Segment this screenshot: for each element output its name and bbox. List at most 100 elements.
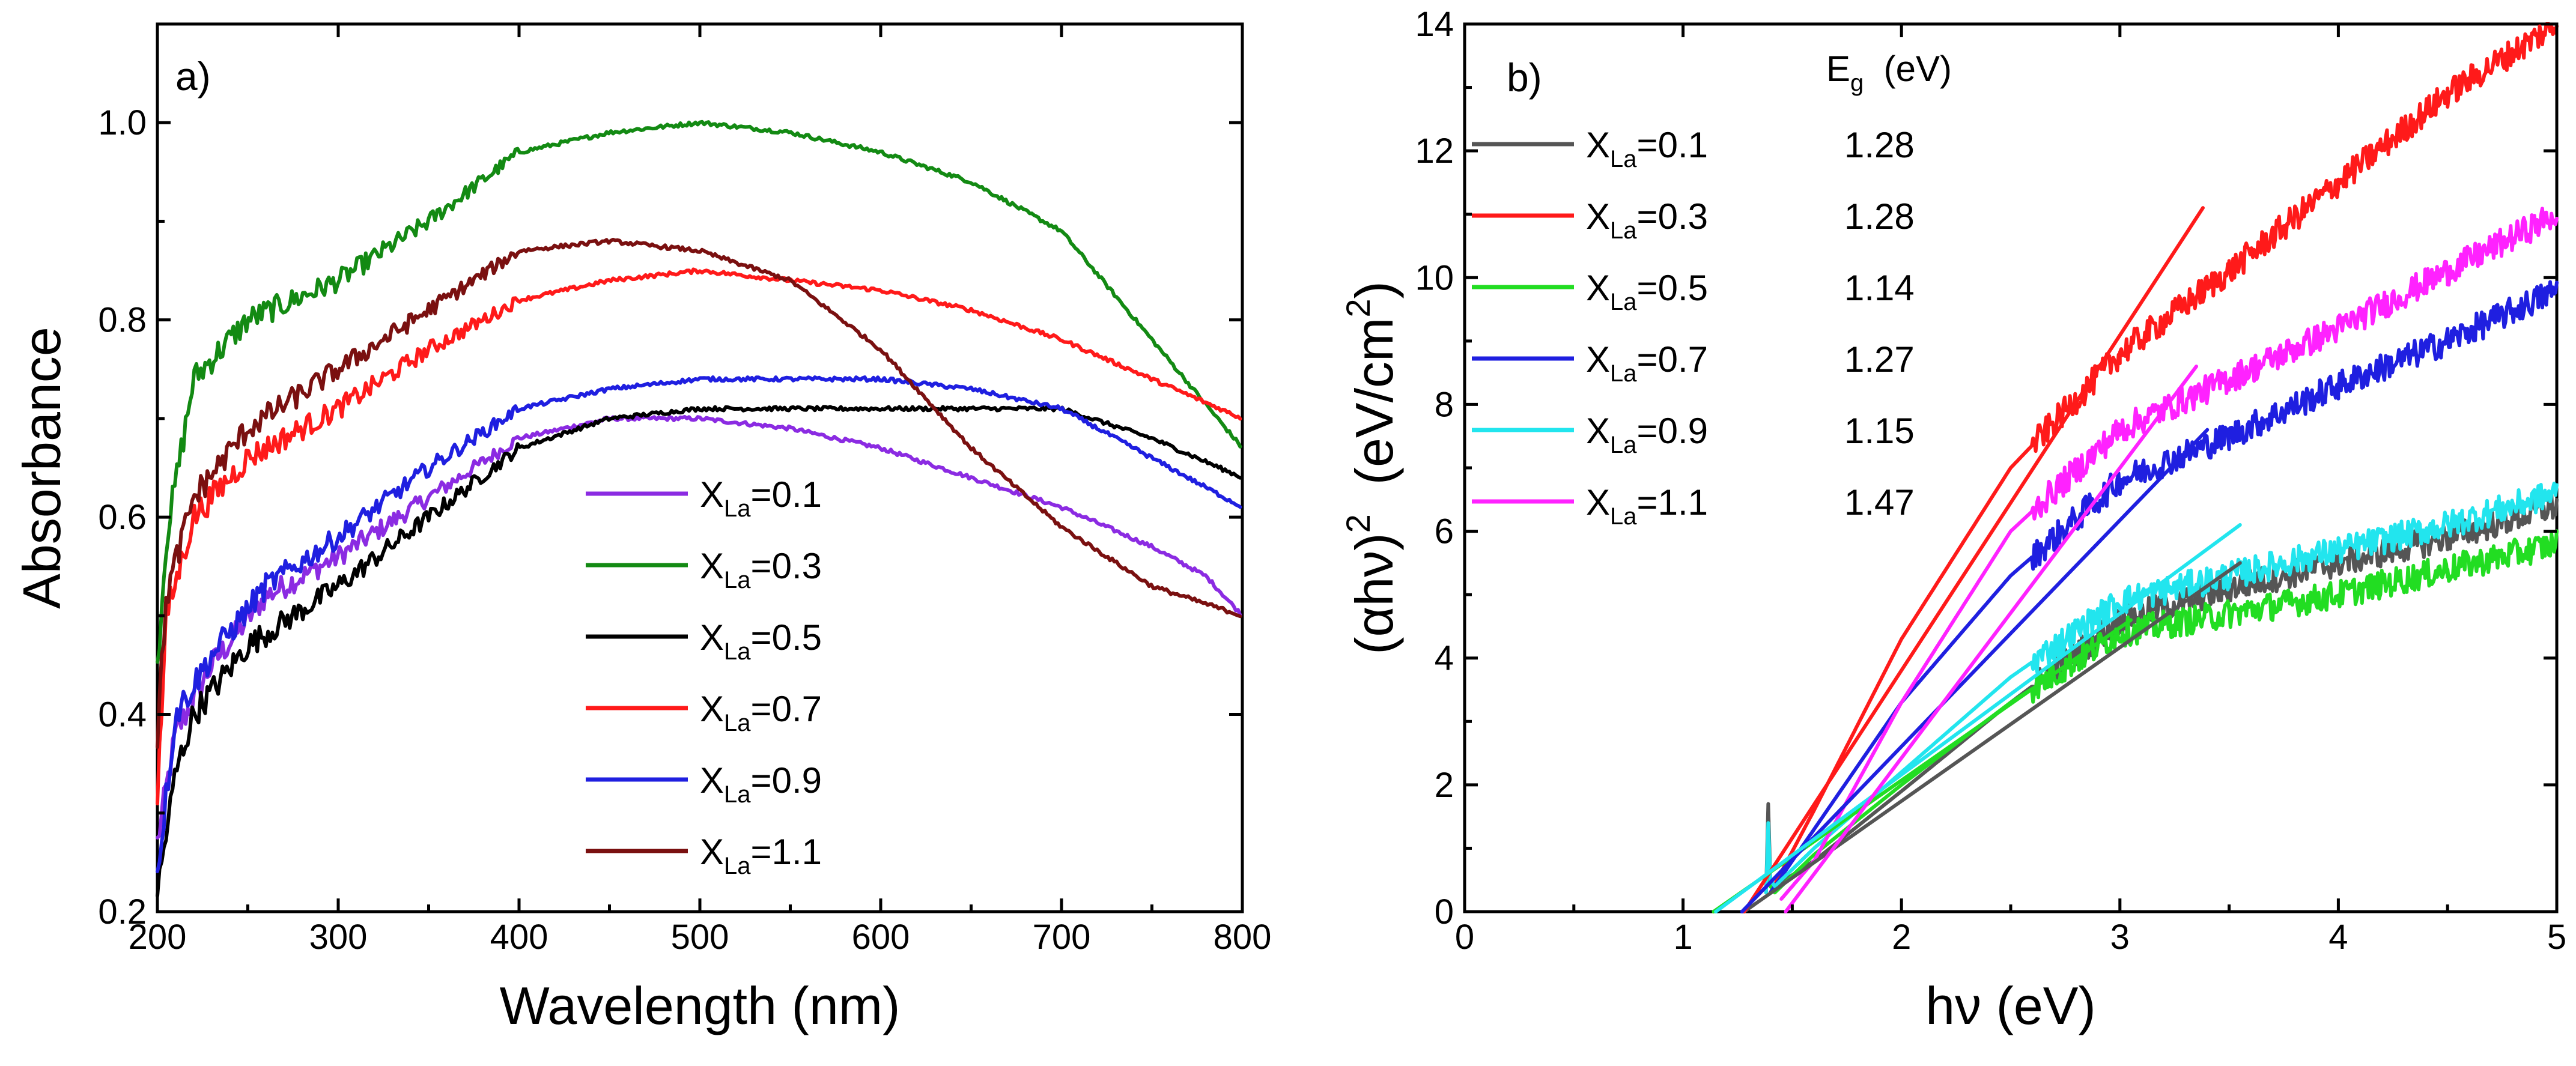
- panel-a-legend-label-6-sub: La: [724, 853, 751, 879]
- panel-b-y-axis-title-close: ): [1344, 281, 1404, 298]
- panel-b-y-axis-title-main: (αhν): [1344, 533, 1404, 654]
- panel-a-y-axis-title: Absorbance: [12, 327, 71, 609]
- panel-a-legend-label-3: XLa=0.5: [700, 617, 822, 665]
- panel-b-legend-label-2-sub: La: [1610, 217, 1637, 244]
- panel-a-legend-label-1-rest: =0.1: [751, 474, 822, 515]
- panel-b-legend-label-5: XLa=0.9: [1586, 411, 1708, 458]
- panel-b-y-axis-title-unit-sup: 2: [1339, 298, 1377, 317]
- panel-a-legend-label-3-sub: La: [724, 638, 751, 665]
- panel-a-series-group: [156, 120, 1242, 898]
- panel-a-label: a): [175, 54, 211, 98]
- panel-b-legend-label-4-rest: =0.7: [1637, 339, 1708, 380]
- panel-a-x-axis-title: Wavelength (nm): [500, 976, 901, 1035]
- panel-b-y-tick-label: 8: [1435, 385, 1454, 424]
- panel-a-x-tick-label: 300: [309, 918, 368, 957]
- panel-b-y-tick-label: 4: [1435, 639, 1454, 678]
- panel-b-x-ticks: 0 1 2 3 4 5: [1455, 24, 2566, 957]
- panel-b-x-tick-label: 0: [1455, 918, 1474, 957]
- panel-a: 200 300 400 500 600 700 800 0.2 0.4 0.6 0.8 1.0 a)…: [12, 22, 1272, 1035]
- panel-b-legend-eg-value-3: 1.14: [1844, 268, 1915, 308]
- panel-a-legend-label-5-rest: =0.9: [751, 760, 822, 801]
- panel-a-x-tick-label: 800: [1214, 918, 1272, 957]
- panel-a-legend-label-1-sub: La: [724, 495, 751, 522]
- panel-a-legend-label-4-main: X: [700, 689, 724, 729]
- panel-a-x-tick-label: 500: [671, 918, 729, 957]
- panel-b-legend-label-4-main: X: [1586, 339, 1610, 380]
- panel-b-legend-eg-value-5: 1.15: [1844, 411, 1915, 451]
- panel-a-legend-label-5-main: X: [700, 760, 724, 801]
- panel-a-y-tick-label: 0.6: [98, 498, 147, 537]
- panel-b-legend-label-5-main: X: [1586, 411, 1610, 451]
- panel-b-y-tick-label: 14: [1415, 5, 1454, 44]
- panel-a-x-tick-label: 400: [490, 918, 548, 957]
- panel-b-y-axis-title-sup: 2: [1339, 514, 1377, 533]
- panel-a-x-tick-label: 200: [129, 918, 187, 957]
- panel-a-legend-label-4-rest: =0.7: [751, 689, 822, 729]
- panel-b-y-ticks: 0 2 4 6 8 10 12 14: [1415, 5, 2557, 931]
- panel-b-fit-lines: [1712, 206, 2242, 913]
- panel-b-x-tick-label: 2: [1892, 918, 1911, 957]
- panel-b-legend-label-1: XLa=0.1: [1586, 125, 1708, 172]
- panel-a-y-tick-label: 0.4: [98, 695, 147, 734]
- panel-b-legend-label-4-sub: La: [1610, 360, 1637, 387]
- panel-b-legend-label-1-main: X: [1586, 125, 1610, 165]
- panel-a-legend-label-6: XLa=1.1: [700, 832, 822, 879]
- panel-b-y-tick-label: 0: [1435, 892, 1454, 931]
- panel-b-legend-label-6: XLa=1.1: [1586, 482, 1708, 530]
- legend-header-sub: g: [1850, 70, 1864, 96]
- panel-b-y-tick-label: 2: [1435, 766, 1454, 805]
- panel-b-legend-label-2: XLa=0.3: [1586, 196, 1708, 244]
- panel-a-y-tick-label: 1.0: [98, 103, 147, 142]
- panel-b-x-tick-label: 4: [2328, 918, 2348, 957]
- panel-b-legend-label-6-sub: La: [1610, 503, 1637, 530]
- panel-b-legend-label-5-sub: La: [1610, 432, 1637, 458]
- panel-a-legend-label-2-main: X: [700, 546, 724, 586]
- panel-a-legend-label-2-sub: La: [724, 567, 751, 593]
- panel-b-legend-eg-value-4: 1.27: [1844, 339, 1915, 380]
- panel-b-y-tick-label: 10: [1415, 258, 1454, 297]
- panel-a-legend-label-5: XLa=0.9: [700, 760, 822, 808]
- panel-b-fit-line-5: [1714, 523, 2242, 913]
- panel-a-series-line-2: [156, 120, 1242, 664]
- panel-a-x-tick-label: 600: [852, 918, 910, 957]
- panel-b-legend-label-3-sub: La: [1610, 289, 1637, 315]
- panel-a-legend-label-6-main: X: [700, 832, 724, 872]
- panel-b-x-tick-label: 5: [2547, 918, 2566, 957]
- panel-a-legend-label-2: XLa=0.3: [700, 546, 822, 593]
- panel-b-legend-label-2-main: X: [1586, 196, 1610, 237]
- panel-b-series-line-3: [1764, 529, 2559, 895]
- panel-a-legend-label-2-rest: =0.3: [751, 546, 822, 586]
- panel-a-y-tick-label: 0.2: [98, 892, 147, 931]
- panel-b-legend-label-6-rest: =1.1: [1637, 482, 1708, 522]
- panel-a-legend-label-4: XLa=0.7: [700, 689, 822, 736]
- panel-a-series-line-5: [156, 375, 1242, 873]
- panel-b-legend-eg-value-2: 1.28: [1844, 196, 1915, 237]
- panel-b-legend-eg-value-6: 1.47: [1844, 482, 1915, 522]
- panel-b-legend-label-5-rest: =0.9: [1637, 411, 1708, 451]
- panel-b-y-tick-label: 6: [1435, 512, 1454, 551]
- legend-header-main: E: [1826, 49, 1850, 89]
- panel-b-y-tick-label: 12: [1415, 132, 1454, 171]
- panel-b-legend-eg-value-1: 1.28: [1844, 125, 1915, 165]
- panel-a-series-line-6: [156, 237, 1242, 749]
- legend-header-rest: (eV): [1864, 49, 1952, 89]
- panel-a-legend-label-1-main: X: [700, 474, 724, 515]
- panel-b-legend-header: Eg (eV): [1826, 49, 1952, 96]
- panel-a-x-tick-label: 700: [1033, 918, 1091, 957]
- panel-a-legend-label-4-sub: La: [724, 710, 751, 736]
- panel-b-legend-label-3-rest: =0.5: [1637, 268, 1708, 308]
- panel-a-legend-label-3-rest: =0.5: [751, 617, 822, 658]
- panel-a-legend-label-5-sub: La: [724, 781, 751, 808]
- panel-b-y-axis-title-unit: (eV/cm: [1344, 318, 1404, 515]
- panel-b-legend-label-3-main: X: [1586, 268, 1610, 308]
- panel-a-series-line-3: [156, 405, 1242, 898]
- panel-b-legend-label-3: XLa=0.5: [1586, 268, 1708, 315]
- panel-b-fit-line-2: [1742, 206, 2205, 913]
- panel-a-legend-label-1: XLa=0.1: [700, 474, 822, 522]
- panel-a-legend-label-6-rest: =1.1: [751, 832, 822, 872]
- panel-b-legend-label-2-rest: =0.3: [1637, 196, 1708, 237]
- panel-b-y-axis-title: (αhν)2 (eV/cm2): [1339, 281, 1404, 655]
- panel-a-y-ticks: 0.2 0.4 0.6 0.8 1.0: [98, 22, 1242, 931]
